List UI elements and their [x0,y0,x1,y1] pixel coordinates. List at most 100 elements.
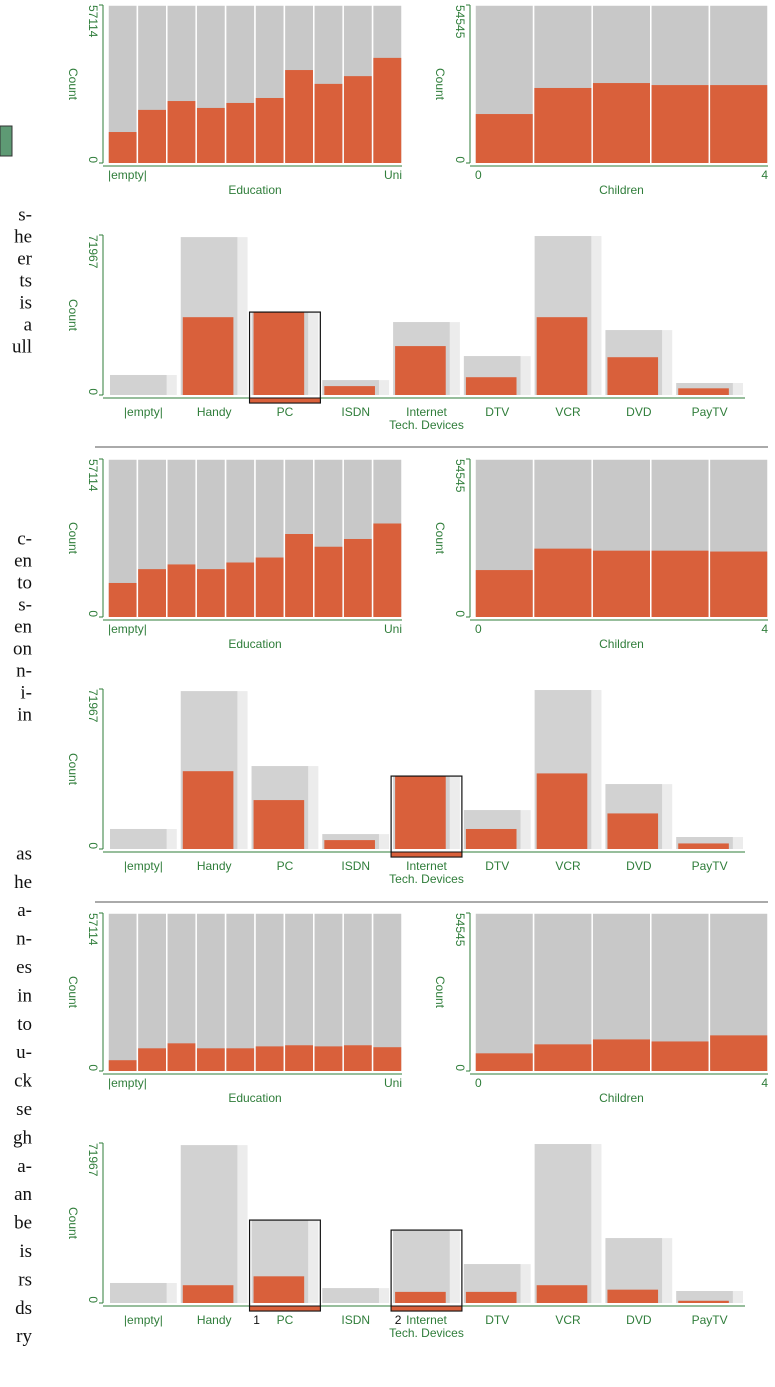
bar-selected [678,1300,729,1303]
selection-handle [249,397,321,404]
x-axis-label: Children [599,637,644,651]
bar [167,101,196,163]
selection-label: 2 [395,1313,402,1327]
x-tick-label: 4 [761,1076,768,1090]
bar-selected [536,317,588,395]
paper-text: s- [18,204,32,225]
paper-text: a- [17,900,32,921]
bar-background [474,912,535,1072]
x-tick-label: |empty| [124,859,163,873]
x-axis-label: Children [599,1091,644,1105]
bar-selected [678,843,729,849]
bar [592,550,651,617]
paper-text: en [14,550,32,571]
x-axis-label: Education [228,637,281,651]
bar [710,551,768,617]
y-tick-label: 71967 [86,689,100,723]
paper-text: as [16,843,32,864]
bar [475,114,533,163]
bar [373,523,402,617]
x-tick-label: DTV [485,1313,509,1327]
y-tick-label: 54545 [453,459,467,493]
x-tick-label: Internet [406,859,447,873]
bar [138,1048,167,1071]
x-tick-label: 0 [475,1076,482,1090]
x-tick-label: |empty| [124,1313,163,1327]
bar [592,83,651,163]
x-tick-label: DVD [626,1313,652,1327]
bar [314,1046,343,1071]
bar [475,1053,533,1071]
x-tick-label: |empty| [108,1076,147,1090]
x-tick-label: VCR [555,405,581,419]
x-tick-label: Handy [197,1313,232,1327]
bar-background [283,912,315,1072]
bar [343,76,372,163]
bar [226,562,255,617]
bar [138,569,167,617]
bar-total [393,1230,450,1303]
bar [373,1047,402,1071]
x-tick-label: PC [277,859,294,873]
paper-text: to [17,1014,32,1035]
y-axis-label: Count [66,299,80,332]
y-tick-label: 54545 [453,5,467,39]
paper-text: an [14,1184,32,1205]
bar [534,548,592,617]
bar-selected [465,1291,517,1303]
bar [710,85,768,163]
y-tick-label: 54545 [453,913,467,947]
bar [534,87,592,163]
x-tick-label: 4 [761,168,768,182]
y-axis-label: Count [433,522,447,555]
x-tick-label: VCR [555,1313,581,1327]
bar [167,1043,196,1071]
x-tick-label: |empty| [108,622,147,636]
bar-selected [465,828,517,849]
x-tick-label: ISDN [341,859,370,873]
bar [226,1048,255,1071]
x-tick-label: |empty| [108,168,147,182]
bar-total [110,1282,167,1303]
y-tick-label: 0 [86,388,100,395]
paper-text: he [14,226,32,247]
bar [373,57,402,164]
paper-text: a [24,314,33,335]
selection-handle [390,1305,463,1312]
x-axis-label: Children [599,183,644,197]
bar [108,582,137,617]
paper-text: ry [16,1326,32,1347]
y-axis-label: Count [66,1207,80,1240]
bar [196,1048,225,1071]
paper-text: ull [12,336,32,357]
paper-text: ck [14,1071,32,1092]
paper-text: to [17,572,32,593]
bar-selected [607,813,659,849]
bar [285,1045,314,1071]
paper-text: s- [18,594,32,615]
bar [196,107,225,163]
y-tick-label: 71967 [86,235,100,269]
bar-selected [678,388,729,395]
x-tick-label: DVD [626,859,652,873]
x-tick-label: 0 [475,168,482,182]
bar [108,1060,137,1071]
paper-text: i- [20,682,32,703]
bar-selected [395,346,446,395]
cut-widget [0,125,13,157]
bar-selected [395,1291,446,1303]
x-axis-label: Education [228,183,281,197]
bar [343,1045,372,1071]
paper-text: a- [17,1156,32,1177]
x-tick-label: 0 [475,622,482,636]
x-tick-label: PayTV [692,1313,728,1327]
y-axis-label: Count [433,68,447,101]
bar-total [110,374,167,395]
y-tick-label: 0 [453,610,467,617]
paper-text: is [19,1241,32,1262]
bar-background [224,912,256,1072]
bar [651,550,709,617]
paper-text: ds [15,1298,32,1319]
x-tick-label: PC [277,1313,294,1327]
bar-selected [182,771,234,849]
